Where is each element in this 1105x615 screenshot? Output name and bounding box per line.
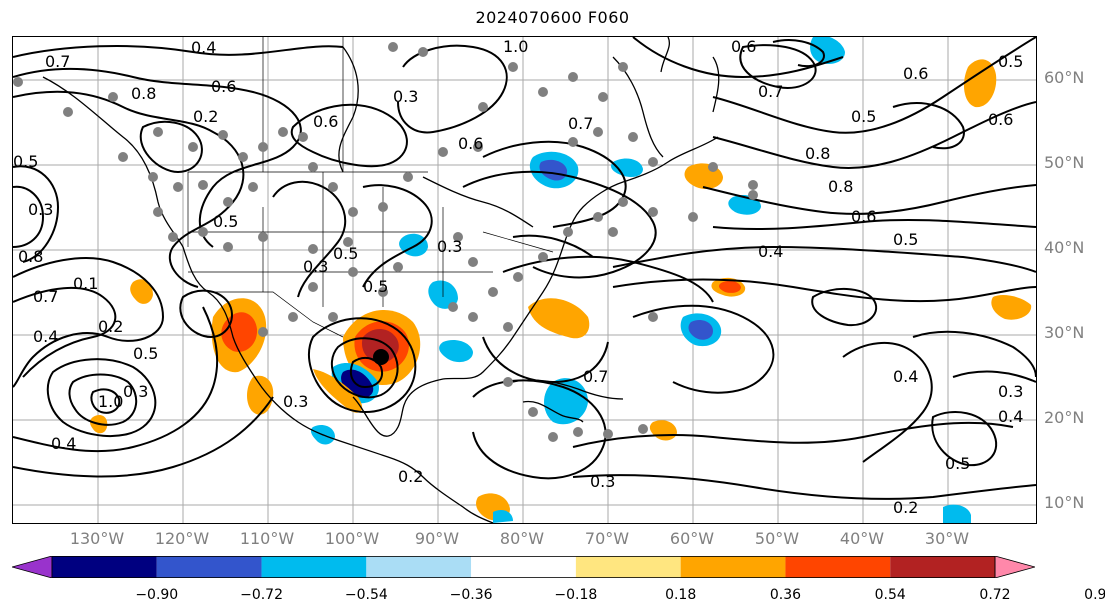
colorbar-segment: [471, 556, 576, 578]
lon-label: 100°W: [324, 529, 380, 548]
colorbar-svg: [10, 555, 1037, 579]
colorbar-tick-label: −0.90: [135, 587, 179, 603]
colorbar-segment: [261, 556, 367, 578]
contour-label: 0.4: [51, 434, 76, 453]
colorbar-tick-label: 0.90: [1084, 587, 1105, 603]
lon-label: 60°W: [669, 529, 715, 548]
colorbar-segment: [52, 556, 157, 578]
contour-label: 0.6: [903, 64, 928, 83]
contour-label: 0.4: [191, 38, 216, 57]
contour-label: 0.7: [583, 367, 608, 386]
colorbar-segment: [890, 556, 995, 578]
contour-label: 0.3: [123, 382, 148, 401]
lat-label: 20°N: [1044, 408, 1085, 427]
contour-label: 0.2: [398, 467, 423, 486]
contour-label: 0.6: [211, 77, 236, 96]
colorbar-tick-label: −0.54: [344, 587, 388, 603]
colorbar-tick-label: −0.18: [554, 587, 598, 603]
colorbar-extend-low: [10, 555, 53, 579]
lon-label: 30°W: [924, 529, 970, 548]
colorbar-segment: [680, 556, 786, 578]
colorbar: [10, 555, 1037, 579]
contour-label: 0.7: [568, 114, 593, 133]
contour-label: 0.8: [828, 177, 853, 196]
contour-label: 0.7: [33, 287, 58, 306]
colorbar-segment: [575, 556, 681, 578]
contour-label: 0.4: [998, 407, 1023, 426]
contour-label: 0.8: [805, 144, 830, 163]
contour-label: 0.5: [363, 277, 388, 296]
contour-label: 0.3: [28, 200, 53, 219]
colorbar-tick-label: 0.18: [665, 587, 697, 603]
colorbar-extend-high: [994, 555, 1037, 579]
borders: [187, 37, 554, 338]
colorbar-tick-label: −0.36: [449, 587, 493, 603]
colorbar-tick-label: 0.72: [979, 587, 1011, 603]
colorbar-segment: [156, 556, 262, 578]
contour-lines: [13, 37, 1036, 500]
contour-label: 0.7: [45, 52, 70, 71]
colorbar-segment: [366, 556, 472, 578]
lat-label: 30°N: [1044, 323, 1085, 342]
lon-label: 80°W: [499, 529, 545, 548]
colorbar-tick-label: 0.36: [769, 587, 802, 603]
shaded-anomalies: [90, 37, 1032, 523]
contour-label: 0.5: [133, 344, 158, 363]
lon-label: 40°W: [839, 529, 885, 548]
lon-label: 110°W: [239, 529, 295, 548]
contour-label: 0.8: [131, 84, 156, 103]
contour-label: 0.5: [213, 212, 238, 231]
contour-label: 0.7: [758, 82, 783, 101]
contour-label: 1.0: [503, 37, 528, 56]
contour-label: 0.8: [18, 247, 43, 266]
colorbar-segment: [785, 556, 891, 578]
lat-label: 50°N: [1044, 153, 1085, 172]
forecast-map: 0.4 0.7 0.6 0.8 0.2 0.3 0.5 1.0 0.5 0.3 …: [12, 36, 1037, 524]
map-title: 2024070600 F060: [475, 8, 630, 27]
contour-label-group: 0.4 0.7 0.6 0.8 0.2 0.3 0.5 1.0 0.5 0.3 …: [13, 37, 1023, 517]
contour-label: 0.3: [590, 472, 615, 491]
contour-label: 0.6: [313, 112, 338, 131]
contour-label: 0.4: [758, 242, 783, 261]
contour-label: 0.2: [98, 317, 123, 336]
contour-label: 0.3: [998, 382, 1023, 401]
contour-label: 1.0: [98, 392, 123, 411]
grid-lines: [13, 37, 1036, 523]
contour-label: 0.3: [393, 87, 418, 106]
contour-label: 0.5: [998, 52, 1023, 71]
contour-label: 0.5: [13, 152, 38, 171]
contour-label: 0.3: [437, 237, 462, 256]
contour-label: 0.6: [851, 207, 876, 226]
storm-center: [373, 349, 389, 365]
contour-label: 0.6: [731, 37, 756, 56]
station-dots: [13, 42, 758, 442]
lat-label: 60°N: [1044, 68, 1085, 87]
colorbar-tick-label: 0.54: [874, 587, 906, 603]
contour-label: 0.2: [193, 107, 218, 126]
lon-label: 50°W: [754, 529, 800, 548]
contour-label: 0.5: [333, 244, 358, 263]
contour-label: 0.5: [893, 230, 918, 249]
contour-label: 0.3: [283, 392, 308, 411]
contour-label: 0.4: [33, 327, 58, 346]
lat-label: 40°N: [1044, 238, 1085, 257]
lon-label: 90°W: [414, 529, 460, 548]
lon-label: 130°W: [69, 529, 125, 548]
lat-label: 10°N: [1044, 493, 1085, 512]
contour-label: 0.6: [458, 134, 483, 153]
contour-label: 0.2: [893, 498, 918, 517]
lon-label: 120°W: [154, 529, 210, 548]
map-canvas: 0.4 0.7 0.6 0.8 0.2 0.3 0.5 1.0 0.5 0.3 …: [13, 37, 1036, 523]
contour-label: 0.1: [73, 274, 98, 293]
contour-label: 0.4: [893, 367, 918, 386]
colorbar-tick-label: −0.72: [240, 587, 283, 603]
lon-label: 70°W: [584, 529, 630, 548]
contour-label: 0.5: [851, 107, 876, 126]
contour-label: 0.3: [303, 257, 328, 276]
contour-label: 0.5: [945, 454, 970, 473]
contour-label: 0.6: [988, 110, 1013, 129]
colorbar-border: [51, 556, 996, 578]
